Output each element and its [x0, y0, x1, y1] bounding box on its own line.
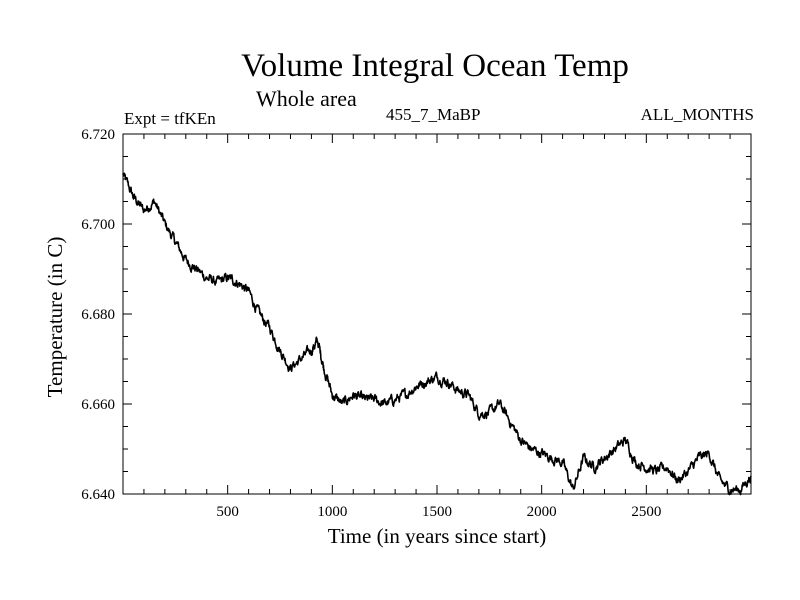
x-axis-label: Time (in years since start) — [328, 524, 547, 548]
experiment-label: Expt = tfKEn — [124, 109, 216, 128]
chart-title: Volume Integral Ocean Temp — [241, 48, 629, 84]
y-axis-label: Temperature (in C) — [43, 237, 67, 398]
y-tick-label: 6.660 — [81, 397, 115, 413]
plot-frame — [122, 133, 752, 495]
y-tick-label: 6.640 — [81, 487, 115, 503]
x-tick-label: 2500 — [631, 504, 661, 520]
series-line — [122, 172, 752, 496]
months-label: ALL_MONTHS — [640, 105, 754, 124]
series-layer — [122, 172, 752, 496]
chart-subtitle: Whole area — [256, 86, 357, 111]
x-tick-label: 500 — [216, 504, 239, 520]
y-tick-label: 6.680 — [81, 307, 115, 323]
model-label: 455_7_MaBP — [386, 105, 481, 124]
ticks-layer: 500 1000 1500 2000 2500 6.640 6.660 6.680 6.700 6… — [81, 127, 751, 520]
y-tick-label: 6.700 — [81, 217, 115, 233]
x-tick-label: 1000 — [317, 504, 347, 520]
y-tick-label: 6.720 — [81, 127, 115, 143]
x-tick-label: 1500 — [422, 504, 452, 520]
x-tick-label: 2000 — [527, 504, 557, 520]
